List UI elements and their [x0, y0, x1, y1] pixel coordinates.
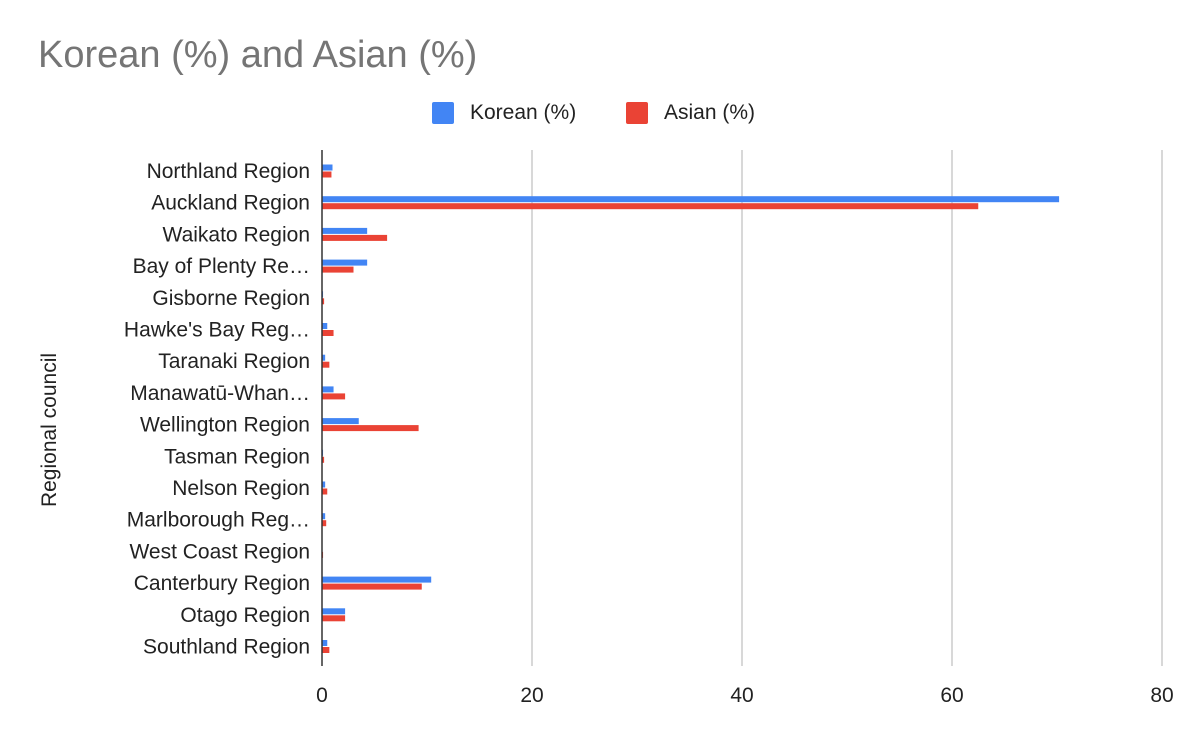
legend-label-korean: Korean (%) — [470, 101, 577, 124]
bar-asian[interactable] — [322, 488, 328, 495]
x-tick-label: 60 — [940, 684, 963, 707]
x-tick-labels: 0 20 40 60 80 — [316, 684, 1174, 707]
bar-korean[interactable] — [322, 513, 326, 520]
bar-korean[interactable] — [322, 418, 359, 425]
category-label: Taranaki Region — [158, 350, 310, 373]
bar-asian[interactable] — [322, 583, 422, 590]
x-tick-label: 0 — [316, 684, 328, 707]
y-axis-title: Regional council — [38, 353, 61, 507]
bar-korean[interactable] — [322, 323, 328, 329]
bar-asian[interactable] — [322, 266, 354, 273]
bar-asian[interactable] — [322, 647, 330, 653]
category-label: Auckland Region — [151, 192, 310, 215]
bar-korean[interactable] — [322, 259, 368, 266]
x-tick-label: 20 — [520, 684, 543, 707]
x-tick-label: 80 — [1150, 684, 1173, 707]
bar-korean[interactable] — [322, 576, 432, 583]
bar-korean[interactable] — [322, 227, 368, 234]
category-label: Southland Region — [143, 636, 310, 659]
category-label: Tasman Region — [164, 445, 310, 468]
category-label: Canterbury Region — [134, 572, 310, 595]
bar-asian[interactable] — [322, 615, 346, 622]
category-label: Nelson Region — [172, 477, 310, 500]
bar-korean[interactable] — [322, 386, 334, 393]
category-label: Wellington Region — [140, 414, 310, 437]
legend-item-asian[interactable]: Asian (%) — [626, 98, 755, 128]
legend-item-korean[interactable]: Korean (%) — [432, 98, 576, 128]
bar-korean[interactable] — [322, 196, 1060, 203]
bar-korean[interactable] — [322, 608, 346, 615]
bar-asian[interactable] — [322, 330, 334, 336]
bar-korean[interactable] — [322, 640, 328, 646]
bar-korean[interactable] — [322, 164, 333, 171]
bar-asian[interactable] — [322, 425, 419, 432]
x-tick-label: 40 — [730, 684, 753, 707]
category-label: West Coast Region — [129, 540, 310, 563]
bar-asian[interactable] — [322, 171, 332, 178]
bar-korean[interactable] — [322, 354, 326, 361]
bar-asian[interactable] — [322, 298, 325, 305]
category-label: Northland Region — [147, 160, 310, 183]
bar-asian[interactable] — [322, 361, 330, 368]
category-label: Waikato Region — [163, 223, 310, 246]
legend-label-asian: Asian (%) — [664, 101, 756, 124]
chart-title: Korean (%) and Asian (%) — [38, 34, 478, 76]
legend: Korean (%) Asian (%) — [0, 98, 1200, 128]
bar-asian[interactable] — [322, 520, 327, 527]
bar-asian[interactable] — [322, 203, 979, 210]
grid-lines — [531, 150, 1163, 666]
category-label: Manawatū-Whan… — [130, 382, 310, 405]
bar-asian[interactable] — [322, 456, 325, 463]
bars — [322, 164, 1060, 653]
bar-korean[interactable] — [322, 481, 326, 488]
category-labels: Northland Region Auckland Region Waikato R… — [124, 160, 310, 659]
legend-swatch-korean — [432, 102, 454, 124]
category-label: Marlborough Reg… — [127, 509, 310, 532]
category-label: Bay of Plenty Re… — [133, 255, 310, 278]
category-label: Gisborne Region — [152, 287, 310, 310]
category-label: Otago Region — [180, 604, 310, 627]
legend-swatch-asian — [626, 102, 648, 124]
bar-asian[interactable] — [322, 393, 346, 400]
category-label: Hawke's Bay Reg… — [124, 319, 310, 342]
bar-asian[interactable] — [322, 234, 388, 241]
